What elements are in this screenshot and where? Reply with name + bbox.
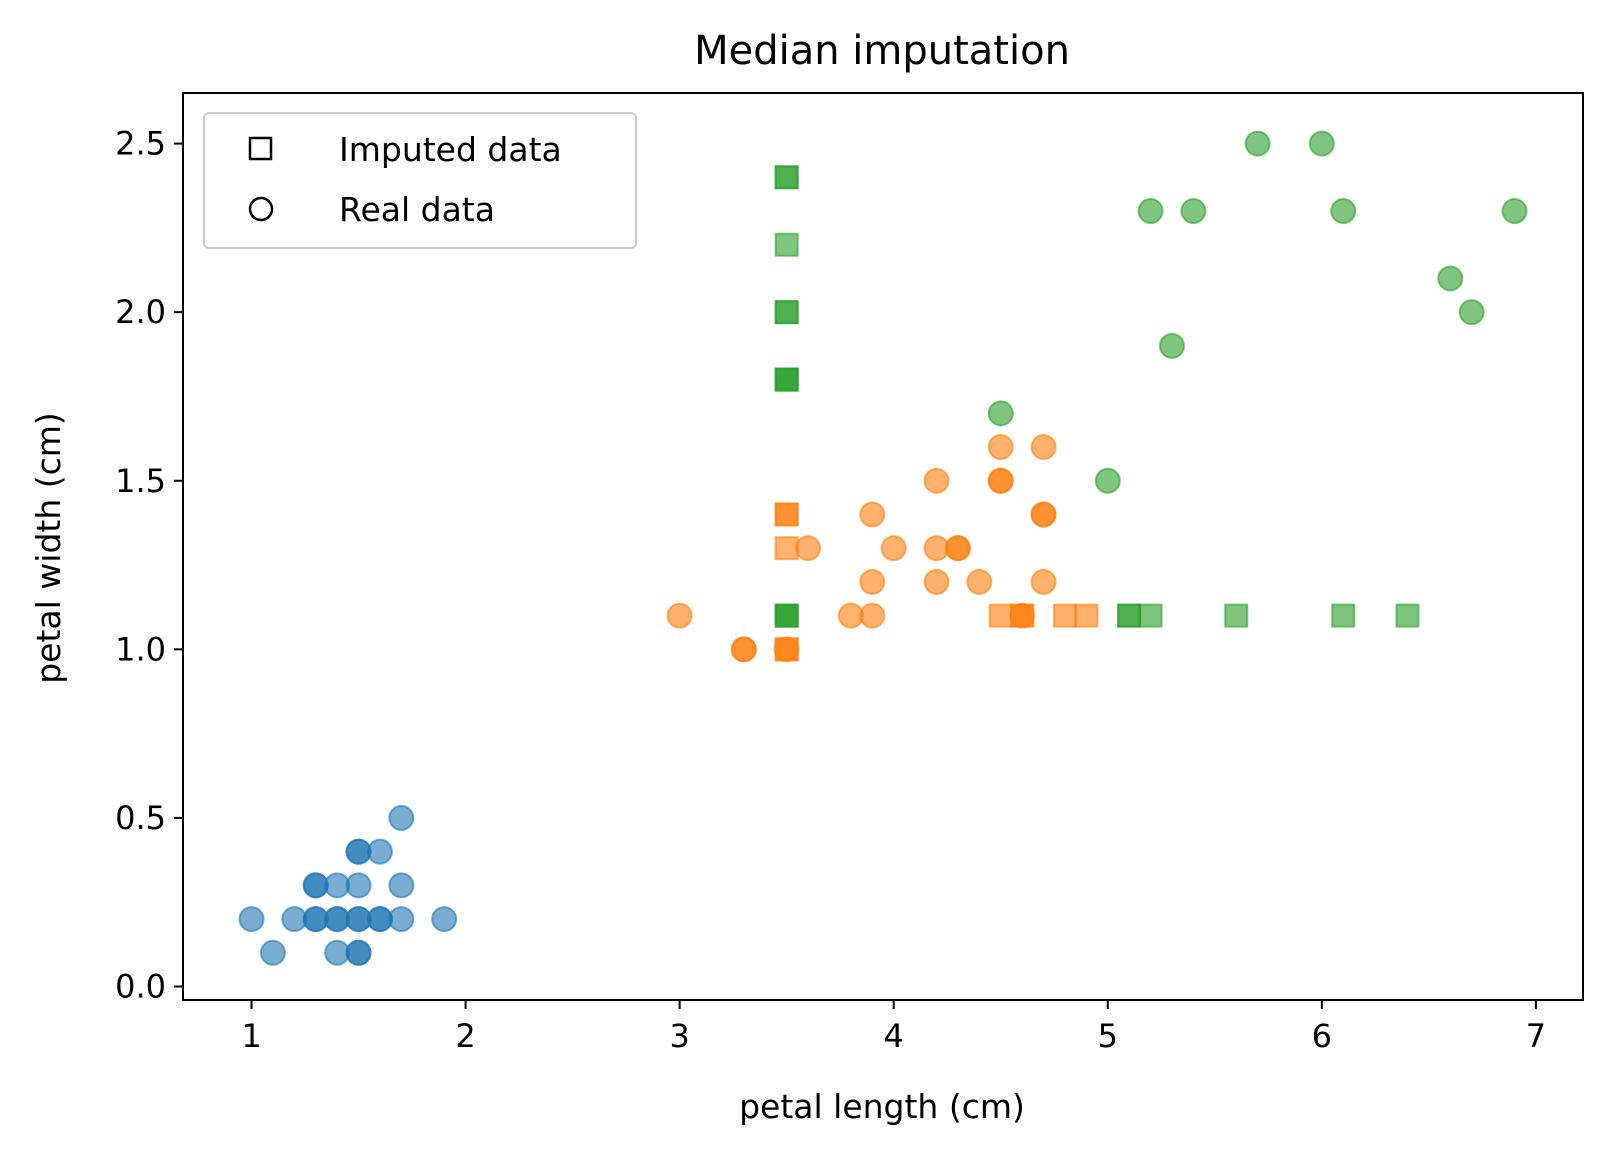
axes-frame xyxy=(182,92,1584,1001)
real-data-point xyxy=(1244,130,1271,157)
real-data-point xyxy=(388,906,415,933)
real-data-point xyxy=(859,602,886,629)
x-tick-label: 7 xyxy=(1526,1017,1546,1055)
real-data-point xyxy=(987,434,1014,461)
imputed-data-point xyxy=(774,232,799,257)
real-data-point xyxy=(1501,198,1528,225)
y-tick-label: 2.5 xyxy=(115,125,166,163)
real-data-point xyxy=(431,906,458,933)
real-data-point xyxy=(1030,434,1057,461)
imputed-data-point xyxy=(1052,603,1077,628)
real-data-point xyxy=(987,467,1014,494)
real-data-point xyxy=(837,602,864,629)
legend-label-real: Real data xyxy=(339,190,495,229)
imputed-data-point xyxy=(774,367,799,392)
real-data-point xyxy=(302,906,329,933)
real-data-point xyxy=(345,872,372,899)
real-data-point xyxy=(859,501,886,528)
real-data-point xyxy=(324,872,351,899)
imputed-data-point xyxy=(774,637,799,662)
real-data-point xyxy=(388,804,415,831)
imputed-data-point xyxy=(1117,603,1142,628)
plot-area xyxy=(238,130,1528,966)
imputed-data-point xyxy=(988,603,1013,628)
y-tick-label: 2.0 xyxy=(115,293,166,331)
x-axis: 1 2 3 4 5 6 7 xyxy=(241,1000,1546,1055)
legend-square-marker xyxy=(248,136,273,161)
real-data-point xyxy=(345,939,372,966)
imputed-data-point xyxy=(774,536,799,561)
real-data-point xyxy=(730,636,757,663)
imputed-data-point xyxy=(1395,603,1420,628)
real-data-point xyxy=(345,838,372,865)
y-axis-label: petal width (cm) xyxy=(29,412,68,684)
imputed-data-point xyxy=(1010,603,1035,628)
x-tick-label: 1 xyxy=(241,1017,261,1055)
y-axis: 0.0 0.5 1.0 1.5 2.0 2.5 xyxy=(115,125,183,1006)
real-data-point xyxy=(1308,130,1335,157)
x-tick-label: 4 xyxy=(884,1017,904,1055)
legend-circle-marker xyxy=(248,196,274,222)
legend-frame xyxy=(203,112,637,249)
real-data-point xyxy=(259,939,286,966)
y-tick-label: 0.5 xyxy=(115,799,166,837)
real-data-point xyxy=(1180,198,1207,225)
imputed-data-point xyxy=(1331,603,1356,628)
real-data-point xyxy=(388,872,415,899)
x-tick-label: 5 xyxy=(1098,1017,1118,1055)
real-data-point xyxy=(1158,332,1185,359)
real-data-point xyxy=(324,906,351,933)
real-data-point xyxy=(1437,265,1464,292)
real-data-point xyxy=(1458,299,1485,326)
real-data-point xyxy=(987,400,1014,427)
real-data-point xyxy=(1330,198,1357,225)
x-axis-label: petal length (cm) xyxy=(739,1087,1025,1126)
x-tick-label: 3 xyxy=(669,1017,689,1055)
real-data-point xyxy=(944,535,971,562)
real-data-point xyxy=(666,602,693,629)
real-data-point xyxy=(345,906,372,933)
imputed-data-point xyxy=(1074,603,1099,628)
x-tick-label: 2 xyxy=(455,1017,475,1055)
real-data-point xyxy=(238,906,265,933)
imputed-data-point xyxy=(774,603,799,628)
real-data-point xyxy=(966,568,993,595)
real-data-point xyxy=(923,467,950,494)
real-data-point xyxy=(281,906,308,933)
y-tick-label: 0.0 xyxy=(115,968,166,1006)
imputed-data-point xyxy=(1224,603,1249,628)
real-data-point xyxy=(302,872,329,899)
y-tick-label: 1.0 xyxy=(115,630,166,668)
imputed-data-point xyxy=(774,300,799,325)
chart-title: Median imputation xyxy=(694,28,1070,74)
real-data-point xyxy=(324,939,351,966)
real-data-point xyxy=(1094,467,1121,494)
legend-label-imputed: Imputed data xyxy=(339,130,562,169)
real-data-point xyxy=(1030,568,1057,595)
real-data-point xyxy=(923,535,950,562)
real-data-point xyxy=(859,568,886,595)
real-data-point xyxy=(366,906,393,933)
imputed-data-point xyxy=(1138,603,1163,628)
real-data-point xyxy=(880,535,907,562)
imputed-data-point xyxy=(774,502,799,527)
real-data-point xyxy=(795,535,822,562)
real-data-point xyxy=(1137,198,1164,225)
y-tick-label: 1.5 xyxy=(115,462,166,500)
imputed-data-point xyxy=(774,165,799,190)
real-data-point xyxy=(366,838,393,865)
real-data-point xyxy=(1030,501,1057,528)
x-tick-label: 6 xyxy=(1312,1017,1332,1055)
real-data-point xyxy=(923,568,950,595)
legend: Imputed data Real data xyxy=(203,112,637,249)
